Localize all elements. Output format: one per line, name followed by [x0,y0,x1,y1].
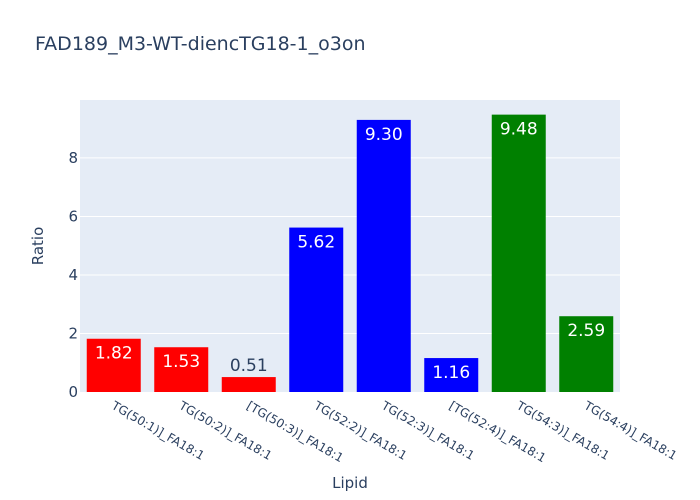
y-axis-ticks: 0 2 4 6 8 [68,149,78,401]
bar-value-label: 1.82 [95,344,133,364]
bar [289,227,344,392]
x-axis-ticks: TG(50:1)]_FA18:1TG(50:2)]_FA18:1[TG(50:3… [108,398,679,465]
bar-value-label: 5.62 [297,233,335,253]
bar [154,347,209,392]
y-axis-title: Ratio [29,227,47,266]
bar-value-label: 1.16 [432,363,470,383]
bar [424,358,479,392]
y-tick-label: 4 [68,266,78,284]
y-tick-label: 8 [68,149,78,167]
y-tick-label: 2 [68,324,78,342]
bar-value-label: 9.48 [500,120,538,140]
bar [559,316,614,392]
bar-value-label: 1.53 [162,352,200,372]
bar [221,377,276,392]
bars: 1.82 1.53 0.51 5.62 9.30 1.16 9.48 2.59 [86,114,614,393]
y-tick-label: 6 [68,207,78,225]
y-tick-label: 0 [68,383,78,401]
bar [86,338,141,392]
chart-title: FAD189_M3-WT-diencTG18-1_o3on [35,33,366,55]
bar-value-label: 2.59 [567,321,605,341]
bar [356,119,411,393]
bar-value-label: 9.30 [365,125,403,145]
bar [491,114,546,392]
bar-value-label: 0.51 [230,356,268,376]
x-axis-title: Lipid [332,474,368,492]
